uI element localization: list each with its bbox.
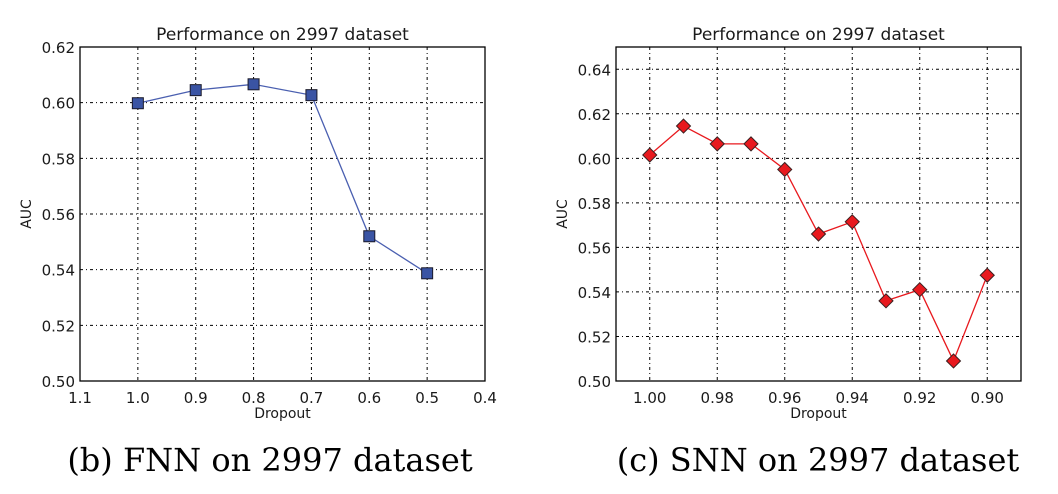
data-point — [945, 353, 962, 369]
data-point — [810, 226, 827, 242]
x-tick-label: 0.92 — [903, 389, 936, 407]
snn-chart: Performance on 2997 dataset 1.00 0.98 0.96… — [555, 25, 1022, 479]
y-tick-label: 0.52 — [42, 317, 75, 335]
data-point — [777, 161, 793, 178]
y-tick-label: 0.64 — [578, 61, 611, 79]
series — [131, 78, 434, 280]
data-point — [844, 214, 860, 230]
x-tick-label: 1.0 — [126, 389, 150, 407]
data-point — [979, 267, 995, 283]
y-tick-label: 0.62 — [578, 106, 611, 124]
x-tick-label: 0.4 — [473, 389, 497, 407]
series-line-fnn — [137, 83, 428, 274]
grid — [616, 47, 1021, 381]
data-point — [189, 84, 202, 97]
data-point — [743, 136, 759, 152]
grid — [80, 47, 485, 381]
data-point — [878, 293, 894, 309]
data-point — [642, 147, 658, 163]
y-tick-label: 0.60 — [578, 150, 611, 168]
caption: (c) SNN on 2997 dataset — [617, 441, 1020, 479]
x-axis-label: Dropout — [254, 406, 311, 422]
y-tick-label: 0.58 — [578, 195, 611, 213]
y-ticks: 0.50 0.52 0.54 0.56 0.58 0.60 0.62 — [42, 39, 75, 391]
y-tick-label: 0.60 — [42, 95, 75, 113]
x-tick-label: 0.94 — [836, 389, 869, 407]
y-tick-label: 0.54 — [578, 284, 611, 302]
data-point — [247, 78, 260, 91]
data-point — [131, 97, 144, 110]
data-point — [912, 281, 928, 298]
x-tick-label: 0.8 — [242, 389, 266, 407]
y-tick-label: 0.56 — [42, 206, 75, 224]
y-tick-label: 0.56 — [578, 239, 611, 257]
y-tick-label: 0.50 — [578, 373, 611, 391]
series — [642, 118, 995, 369]
plot-frame — [79, 46, 486, 382]
data-point — [709, 136, 725, 152]
y-axis-label: AUC — [555, 199, 571, 229]
chart-title: Performance on 2997 dataset — [692, 25, 945, 45]
x-ticks: 1.00 0.98 0.96 0.94 0.92 0.90 — [633, 389, 1004, 407]
series-line-snn — [649, 125, 988, 363]
x-tick-label: 1.1 — [68, 389, 92, 407]
chart-title: Performance on 2997 dataset — [156, 25, 409, 45]
x-tick-label: 0.90 — [971, 389, 1004, 407]
y-tick-label: 0.50 — [42, 373, 75, 391]
x-tick-label: 0.96 — [768, 389, 801, 407]
x-tick-label: 0.6 — [357, 389, 381, 407]
x-ticks: 1.1 1.0 0.9 0.8 0.7 0.6 0.5 0.4 — [68, 389, 497, 407]
data-point — [675, 118, 692, 134]
fnn-chart: Performance on 2997 dataset 1.1 1.0 0.9 0.8… — [19, 25, 497, 479]
y-tick-label: 0.52 — [578, 328, 611, 346]
y-axis-label: AUC — [19, 199, 35, 229]
data-point — [363, 230, 376, 243]
x-tick-label: 0.98 — [701, 389, 734, 407]
x-tick-label: 0.5 — [415, 389, 439, 407]
x-tick-label: 0.9 — [184, 389, 208, 407]
x-axis-label: Dropout — [790, 406, 847, 422]
caption: (b) FNN on 2997 dataset — [67, 441, 473, 479]
data-point — [421, 267, 434, 280]
y-ticks: 0.50 0.52 0.54 0.56 0.58 0.60 0.62 0.64 — [578, 61, 611, 391]
data-point — [305, 89, 318, 102]
y-tick-label: 0.62 — [42, 39, 75, 57]
x-tick-label: 1.00 — [633, 389, 666, 407]
x-tick-label: 0.7 — [299, 389, 323, 407]
y-tick-label: 0.58 — [42, 150, 75, 168]
y-tick-label: 0.54 — [42, 262, 75, 280]
plot-frame — [615, 46, 1022, 382]
